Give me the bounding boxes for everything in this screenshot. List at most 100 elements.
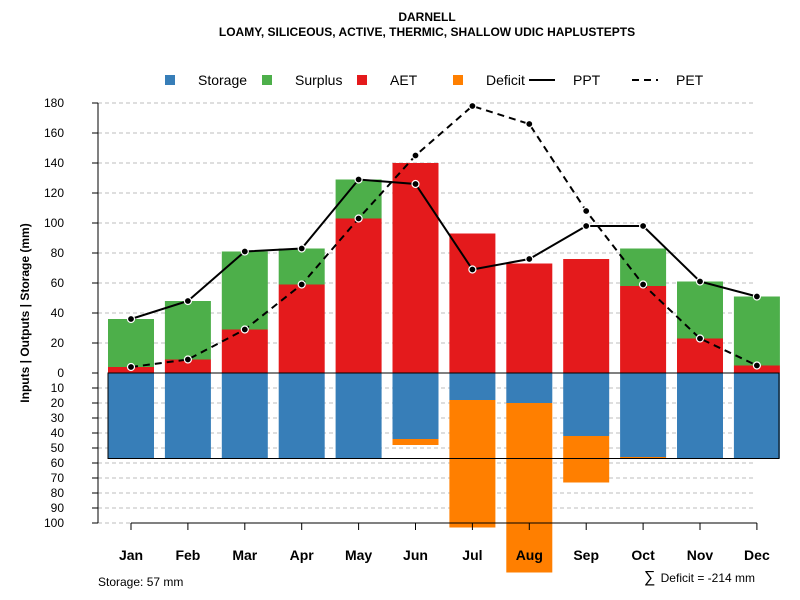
ppt-point	[468, 265, 477, 274]
y-tick-label: 60	[51, 276, 65, 290]
y-tick-label: 0	[57, 366, 64, 380]
storage-bar	[278, 373, 325, 459]
deficit-note: ∑ Deficit = -214 mm	[644, 569, 755, 586]
ppt-point	[354, 175, 363, 184]
aet-bar	[620, 286, 667, 373]
y-axis-label: Inputs | Outputs | Storage (mm)	[18, 223, 32, 402]
ppt-point	[695, 277, 705, 286]
storage-bar	[392, 373, 439, 439]
y-tick-label: 30	[51, 411, 65, 425]
storage-note: Storage: 57 mm	[98, 575, 183, 589]
pet-point	[525, 119, 534, 129]
y-tick-label: 80	[51, 486, 65, 500]
axes: 0204060801001201401601801020304050607080…	[44, 96, 770, 563]
surplus-bar	[677, 281, 723, 339]
aet-bar	[278, 284, 325, 373]
bars	[107, 163, 780, 573]
pet-point	[468, 101, 477, 111]
legend-label: PET	[676, 72, 704, 88]
y-tick-label: 90	[51, 501, 65, 515]
legend-label: AET	[390, 72, 418, 88]
x-tick-label: Dec	[744, 547, 770, 563]
y-tick-label: 50	[51, 441, 65, 455]
y-tick-label: 70	[51, 471, 65, 485]
chart-subtitle: LOAMY, SILICEOUS, ACTIVE, THERMIC, SHALL…	[219, 25, 635, 39]
legend-label: Surplus	[295, 72, 342, 88]
pet-point	[695, 334, 705, 343]
surplus-bar	[221, 251, 268, 330]
legend-swatch	[262, 75, 272, 85]
ppt-point	[582, 221, 591, 231]
surplus-bar	[164, 301, 211, 360]
legend-swatch	[453, 75, 463, 85]
aet-bar	[335, 218, 382, 373]
storage-bar	[335, 373, 382, 459]
y-tick-label: 100	[44, 516, 64, 530]
x-tick-label: Aug	[516, 547, 543, 563]
pet-point	[240, 325, 249, 334]
storage-bar	[563, 373, 610, 436]
pet-point	[183, 355, 192, 364]
sigma-icon: ∑	[644, 569, 655, 586]
y-tick-label: 160	[44, 126, 64, 140]
ppt-point	[183, 296, 192, 306]
deficit-bar	[506, 403, 553, 573]
pet-point	[297, 280, 306, 289]
pet-point	[354, 214, 363, 223]
aet-bar	[677, 338, 723, 373]
aet-bar	[563, 259, 610, 373]
x-tick-label: Apr	[290, 547, 315, 563]
surplus-bar	[733, 296, 780, 366]
ppt-point	[525, 254, 534, 264]
pet-line	[130, 104, 758, 368]
legend-label: Storage	[198, 72, 247, 88]
y-tick-label: 40	[51, 426, 65, 440]
storage-bar	[620, 373, 667, 457]
storage-bar	[677, 373, 723, 459]
ppt-point	[240, 247, 249, 256]
ppt-point	[752, 292, 762, 301]
pet-point	[411, 151, 420, 160]
y-tick-label: 180	[44, 96, 64, 110]
legend-label: PPT	[573, 72, 601, 88]
legend-swatch	[357, 75, 367, 85]
x-tick-label: Mar	[232, 547, 257, 563]
ppt-point	[411, 179, 420, 189]
aet-bar	[392, 163, 439, 373]
surplus-bar	[108, 319, 154, 367]
storage-capacity-box	[107, 372, 780, 459]
legend-swatch	[165, 75, 175, 85]
y-tick-label: 10	[51, 381, 65, 395]
storage-bar	[733, 373, 780, 459]
y-tick-label: 60	[51, 456, 65, 470]
x-tick-label: May	[345, 547, 372, 563]
storage-bar	[449, 373, 496, 400]
storage-bar	[221, 373, 268, 459]
x-tick-label: Oct	[631, 547, 655, 563]
ppt-point	[297, 244, 306, 253]
pet-point	[126, 362, 136, 372]
y-tick-label: 20	[51, 336, 65, 350]
pet-point	[638, 280, 648, 289]
series-lines	[126, 101, 762, 372]
y-tick-label: 120	[44, 186, 64, 200]
y-tick-label: 80	[51, 246, 65, 260]
deficit-bar	[392, 439, 439, 445]
aet-bar	[164, 359, 211, 373]
storage-bar	[108, 373, 154, 459]
x-tick-label: Jun	[403, 547, 428, 563]
surplus-bar	[620, 248, 667, 286]
y-tick-label: 100	[44, 216, 64, 230]
x-tick-label: Feb	[175, 547, 200, 563]
deficit-note-text: Deficit = -214 mm	[661, 571, 755, 585]
pet-point	[582, 206, 591, 216]
aet-bar	[506, 263, 553, 373]
aet-bar	[221, 329, 268, 373]
x-tick-label: Nov	[687, 547, 714, 563]
storage-bar	[506, 373, 553, 403]
storage-bar	[164, 373, 211, 459]
ppt-point	[638, 221, 648, 231]
deficit-bar	[449, 400, 496, 528]
y-tick-label: 140	[44, 156, 64, 170]
